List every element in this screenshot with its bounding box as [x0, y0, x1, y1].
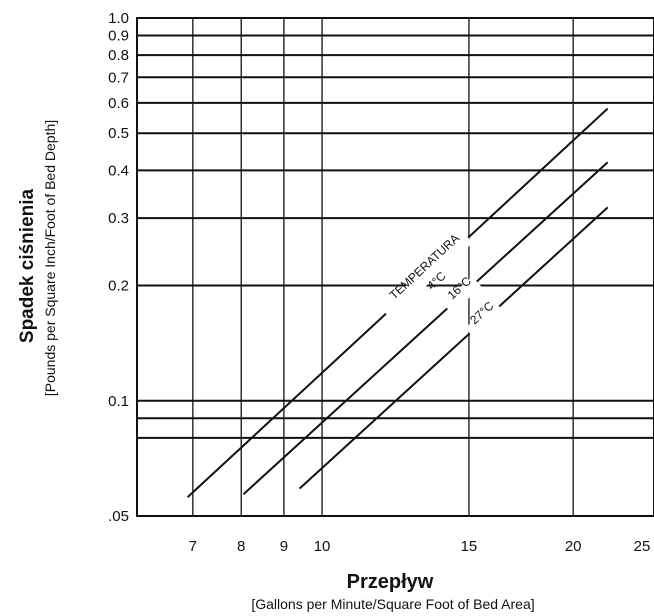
y-tick-label: 1.0 — [108, 10, 129, 27]
y-tick-label: 0.9 — [108, 28, 129, 45]
x-tick-label: 10 — [314, 538, 331, 555]
y-tick-label: 0.2 — [108, 278, 129, 295]
y-tick-label: .05 — [108, 508, 129, 525]
x-axis-title: Przepływ — [347, 571, 434, 593]
x-tick-label: 9 — [280, 538, 288, 555]
plot-frame — [136, 17, 654, 517]
series-line-1 — [242, 161, 609, 495]
y-tick-label: 0.5 — [108, 125, 129, 142]
y-axis-title: Spadek ciśnienia — [17, 188, 38, 343]
y-tick-label: 0.4 — [108, 162, 129, 179]
x-tick-label: 20 — [565, 538, 582, 555]
annotation-gap — [381, 232, 473, 319]
x-tick-label: 8 — [237, 538, 245, 555]
series-line-2 — [298, 206, 609, 490]
y-tick-label: 0.1 — [108, 393, 129, 410]
y-tick-label: 0.8 — [108, 47, 129, 64]
annotation-gap — [442, 276, 482, 314]
y-axis-subtitle: [Pounds per Square Inch/Foot of Bed Dept… — [42, 120, 58, 396]
x-tick-label: 7 — [189, 538, 197, 555]
x-axis-subtitle: [Gallons per Minute/Square Foot of Bed A… — [251, 596, 534, 612]
annotation-gap — [464, 301, 504, 339]
y-tick-label: 0.7 — [108, 69, 129, 86]
x-tick-label: 15 — [461, 538, 478, 555]
y-tick-labels: .05 0.1 0.2 0.3 0.4 0.5 0.6 0.7 0.8 0.91.0 — [108, 10, 129, 525]
y-tick-label: 0.6 — [108, 95, 129, 112]
y-tick-label: 0.3 — [108, 210, 129, 227]
grid — [137, 17, 654, 517]
x-tick-label: 25 — [634, 538, 651, 555]
x-tick-labels: 7 8 9 10 15 20 25 — [189, 538, 651, 555]
